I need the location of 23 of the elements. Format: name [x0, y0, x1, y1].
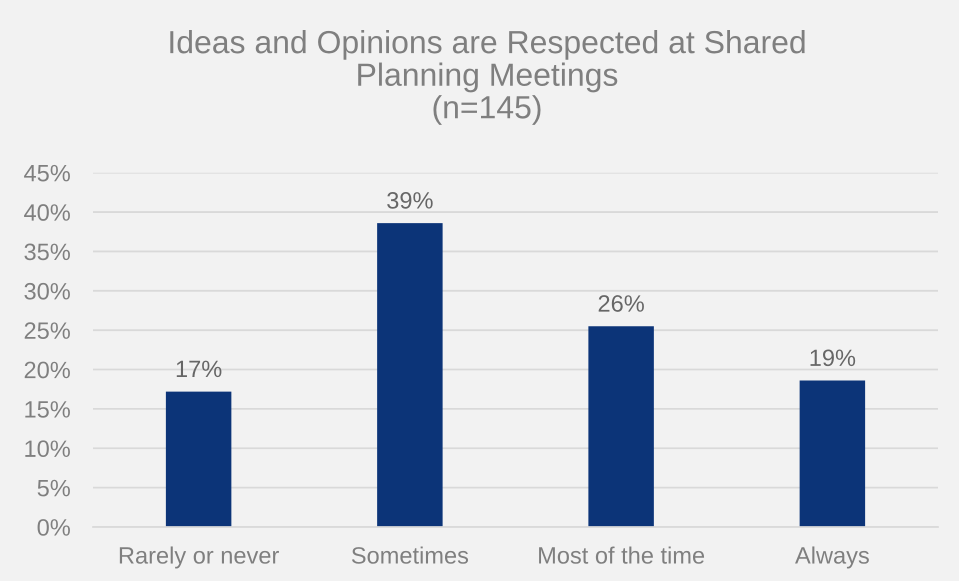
y-tick-label: 20% [24, 362, 70, 378]
y-tick-label: 35% [24, 244, 70, 260]
y-tick-label: 15% [25, 401, 70, 418]
x-tick-label: Most of the time [539, 546, 704, 564]
y-tick-label: 40% [24, 204, 70, 221]
chart-title: Ideas and Opinions are Respected at Shared Planning Meetings (n=145) [170, 30, 805, 125]
data-label: 17% [176, 360, 222, 378]
bar [166, 392, 232, 527]
data-label: 39% [387, 192, 433, 209]
bar [800, 380, 866, 527]
bar [588, 326, 654, 527]
y-tick-label: 45% [24, 164, 70, 182]
y-tick-label: 25% [24, 322, 70, 339]
bar [377, 223, 443, 527]
x-tick-label: Sometimes [352, 546, 468, 564]
y-tick-label: 5% [38, 480, 70, 496]
y-tick-label: 30% [24, 282, 70, 300]
x-tick-label: Rarely or never [120, 546, 279, 568]
x-tick-label: Always [795, 546, 869, 568]
y-tick-label: 0% [38, 519, 70, 536]
data-label: 26% [598, 295, 644, 312]
y-tick-label: 10% [25, 440, 70, 458]
data-label: 19% [810, 349, 856, 366]
